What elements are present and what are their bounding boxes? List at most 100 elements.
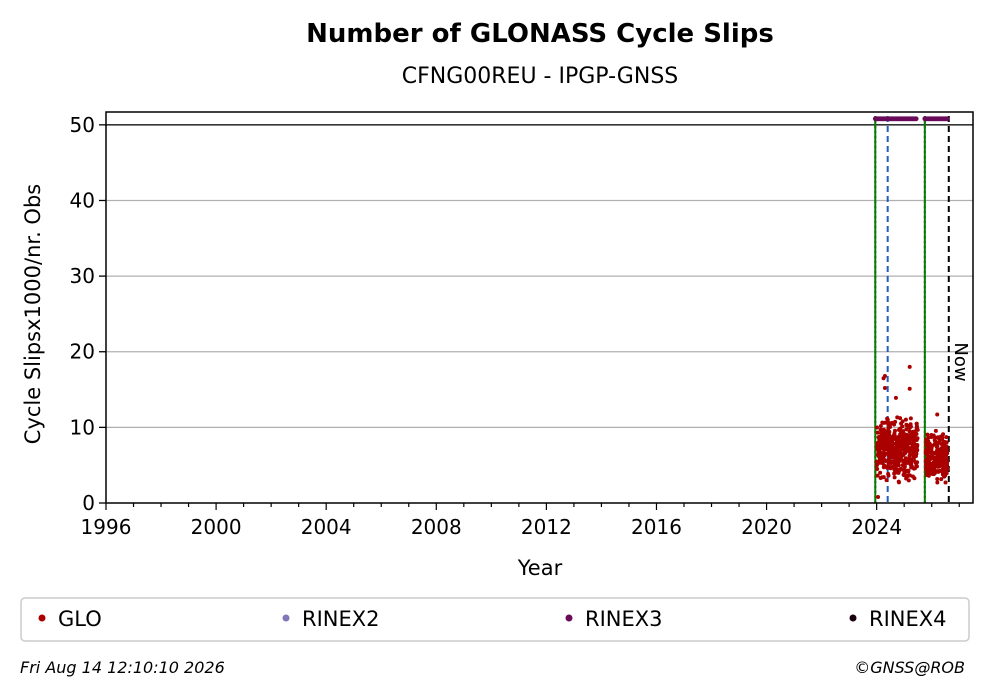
glo-point [900,463,905,468]
y-tick-label: 40 [70,188,95,212]
glo-point [896,470,901,475]
glo-point [878,451,883,456]
glo-point [936,464,941,469]
glo-point [941,432,946,437]
glo-point [934,448,939,453]
glo-point [890,444,895,449]
glo-point [876,494,881,499]
glo-point [900,430,905,435]
glo-point [934,445,939,450]
glo-point [878,424,883,429]
legend-marker [282,614,290,622]
glo-point [927,444,932,449]
glo-point [935,477,940,482]
glo-point [880,440,885,445]
x-tick-label: 2000 [191,515,242,539]
glo-point [940,467,945,472]
glo-point [894,439,899,444]
glo-point [935,412,940,417]
glo-point [885,444,890,449]
glo-point [933,428,938,433]
glo-point [875,430,880,435]
glo-point [878,443,883,448]
legend-marker [565,614,573,622]
glo-point [888,466,893,471]
glo-point [910,474,915,479]
glo-point [909,447,914,452]
glo-point [875,441,880,446]
legend-label: GLO [58,607,102,631]
glo-point [942,441,947,446]
glo-point [885,465,890,470]
glo-point [911,436,916,441]
glo-point [886,471,891,476]
glo-point [886,462,891,467]
glo-point [913,431,918,436]
glo-point [892,428,897,433]
glo-point [908,424,913,429]
glo-point [882,373,887,378]
glo-point [943,480,948,485]
glo-point [884,478,889,483]
glo-point [886,451,891,456]
footer-credit: ©GNSS@ROB [854,658,965,677]
plot-frame [105,111,974,504]
y-axis: 0 10 20 30 40 50 [70,113,106,515]
legend-marker [38,614,46,622]
glo-point [907,386,912,391]
glo-point [904,432,909,437]
glo-point [944,463,949,468]
glo-point [908,416,913,421]
glo-point [890,441,895,446]
now-label: Now [950,342,971,381]
glo-point [913,454,918,459]
glo-point [895,461,900,466]
glo-point [904,423,909,428]
chart-title: Number of GLONASS Cycle Slips [306,19,774,49]
glo-point [875,467,880,472]
glo-point [877,457,882,462]
glo-point [882,451,887,456]
x-tick-label: 1996 [81,515,132,539]
glo-point [908,434,913,439]
glo-point [904,460,909,465]
glo-point [928,470,933,475]
glo-point [944,435,949,440]
legend-label: RINEX4 [869,607,947,631]
glo-point [904,457,909,462]
glo-point [937,439,942,444]
glo-point [933,435,938,440]
glo-point [886,429,891,434]
glo-point [939,477,944,482]
glo-point [942,474,947,479]
grid-lines [106,124,973,428]
glo-point [880,437,885,442]
glo-point [889,437,894,442]
glo-point [942,471,947,476]
glo-point [881,475,886,480]
glo-point [903,449,908,454]
glo-point [899,421,904,426]
glo-point [937,454,942,459]
glo-point [904,427,909,432]
glo-point [911,451,916,456]
glo-point [909,465,914,470]
glo-point [885,439,890,444]
glo-point [938,457,943,462]
glo-point [885,417,890,422]
glo-point [923,462,928,467]
legend-label: RINEX3 [585,607,663,631]
glo-point [932,458,937,463]
glo-point [875,473,880,478]
glo-point [883,429,888,434]
glo-point [925,432,930,437]
glo-point [898,466,903,471]
glo-point [927,461,932,466]
glo-point [942,456,947,461]
footer-timestamp: Fri Aug 14 12:10:10 2026 [20,658,225,677]
glo-point [893,419,898,424]
glo-point [935,480,940,485]
glo-point [875,453,880,458]
glo-point [908,462,913,467]
glo-point [929,435,934,440]
